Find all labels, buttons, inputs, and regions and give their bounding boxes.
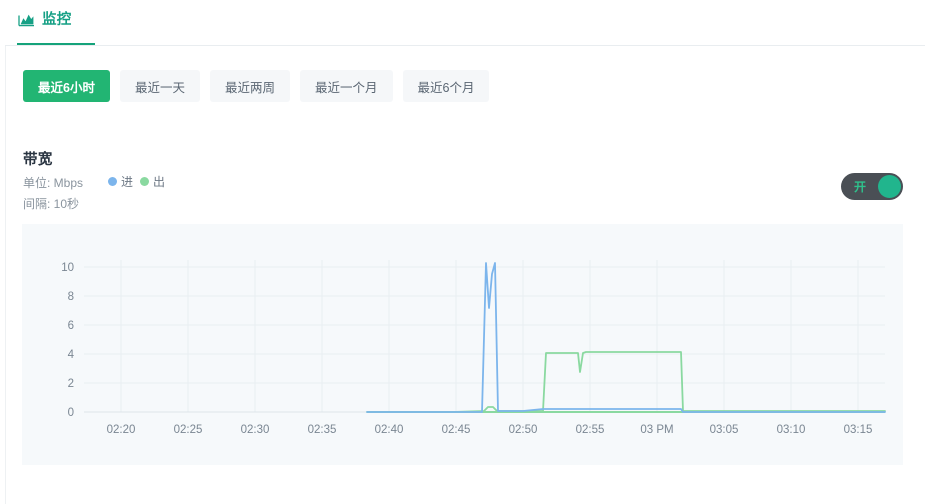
svg-text:02:30: 02:30 [241,424,270,436]
legend-item-out[interactable]: 出 [140,173,165,190]
svg-text:02:35: 02:35 [308,424,337,436]
svg-text:03 PM: 03 PM [640,424,673,436]
left-divider [0,0,6,504]
chart-legend: 进 出 [108,173,165,190]
svg-text:02:55: 02:55 [576,424,605,436]
legend-label-in: 进 [121,175,134,189]
metric-title: 带宽 [23,152,53,168]
tab-monitor-label: 监控 [42,12,72,28]
area-chart-icon [18,14,34,27]
tab-monitor[interactable]: 监控 [18,12,72,44]
range-btn-1d[interactable]: 最近一天 [119,70,200,102]
chart-x-axis-labels: 02:20 02:25 02:30 02:35 02:40 02:45 02:5… [107,424,873,436]
range-btn-1m[interactable]: 最近一个月 [299,70,393,102]
svg-text:6: 6 [68,320,74,332]
svg-text:02:20: 02:20 [107,424,136,436]
svg-text:02:45: 02:45 [442,424,471,436]
svg-text:03:05: 03:05 [710,424,739,436]
svg-text:8: 8 [68,291,74,303]
auto-refresh-toggle[interactable]: 开 [841,173,903,200]
legend-dot-out [140,177,150,186]
series-line-out [366,351,886,413]
svg-text:03:15: 03:15 [844,424,873,436]
bandwidth-chart: 10 8 6 4 2 0 02:20 02:25 02:30 02:35 02:… [61,260,886,436]
legend-label-out: 出 [153,175,166,189]
bandwidth-chart-panel[interactable]: 10 8 6 4 2 0 02:20 02:25 02:30 02:35 02:… [22,224,903,465]
svg-text:2: 2 [68,378,74,390]
metric-interval: 间隔: 10秒 [23,197,80,211]
toggle-label: 开 [854,180,867,194]
toggle-knob [878,175,901,198]
svg-text:02:40: 02:40 [375,424,404,436]
svg-text:4: 4 [68,349,75,361]
time-range-group: 最近6小时 最近一天 最近两周 最近一个月 最近6个月 [23,70,490,102]
range-btn-6m[interactable]: 最近6个月 [402,70,490,102]
svg-text:0: 0 [68,407,74,419]
legend-dot-in [108,177,117,186]
chart-gridlines [84,260,885,412]
range-btn-6h[interactable]: 最近6小时 [23,70,110,102]
tab-bar: 监控 [5,0,925,46]
svg-text:03:10: 03:10 [777,424,806,436]
svg-text:02:25: 02:25 [174,424,203,436]
chart-y-axis: 10 8 6 4 2 0 [61,262,74,419]
tab-active-underline [17,43,95,45]
range-btn-2w[interactable]: 最近两周 [209,70,290,102]
legend-item-in[interactable]: 进 [108,173,133,190]
metric-unit: 单位: Mbps [23,176,84,190]
svg-text:02:50: 02:50 [509,424,538,436]
series-line-in [366,262,886,413]
svg-text:10: 10 [61,262,74,274]
